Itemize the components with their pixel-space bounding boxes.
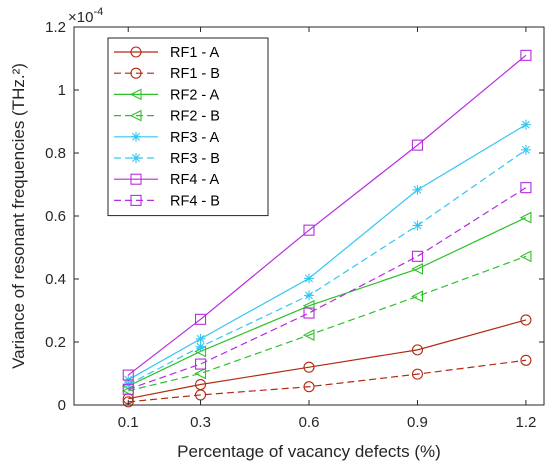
y-tick-label: 0.6 — [45, 208, 66, 225]
data-point-s6-5 — [520, 144, 531, 155]
data-point-s4-5 — [519, 250, 532, 263]
y-tick-label: 0.8 — [45, 145, 66, 162]
legend-swatch-marker — [130, 194, 142, 206]
x-tick-label: 0.3 — [190, 414, 211, 431]
legend-entry-label: RF1 - A — [170, 45, 219, 61]
legend-entry-label: RF1 - B — [170, 66, 220, 82]
legend-swatch-marker — [130, 46, 142, 58]
data-point-s7-4 — [411, 139, 424, 151]
data-point-s7-2 — [194, 313, 207, 325]
x-axis-label: Percentage of vacancy defects (%) — [177, 442, 441, 461]
data-point-s5-3 — [304, 273, 314, 284]
data-point-s4-4 — [411, 290, 424, 303]
legend-swatch-marker — [130, 67, 142, 79]
y-axis-label-text: Variance of resonant frequencies (THz.²) — [9, 63, 28, 369]
data-point-s1-3 — [303, 361, 315, 373]
y-exponent-label: ×10-4 — [68, 6, 103, 26]
x-tick-label: 0.9 — [407, 414, 428, 431]
y-tick-label: 0.4 — [45, 271, 66, 288]
y-tick-label: 0 — [58, 397, 66, 414]
legend-entry-label: RF2 - A — [170, 87, 219, 103]
y-tick-label: 1 — [58, 82, 66, 99]
data-point-s1-4 — [411, 344, 424, 356]
y-tick-label: 1.2 — [45, 19, 66, 36]
data-point-s6-3 — [304, 290, 314, 301]
x-tick-label: 1.2 — [515, 414, 536, 431]
series-line-7 — [127, 54, 527, 376]
legend-swatch-marker — [131, 153, 141, 163]
data-point-s2-2 — [194, 389, 207, 401]
data-point-s2-1 — [122, 396, 134, 408]
data-point-s3-5 — [519, 211, 532, 224]
data-point-s6-4 — [412, 220, 423, 231]
series-line-3 — [127, 217, 527, 387]
y-axis-label: Variance of resonant frequencies (THz.²) — [9, 63, 28, 369]
y-exponent-power: -4 — [93, 6, 103, 18]
legend-swatch-marker — [130, 173, 142, 185]
data-point-s8-1 — [122, 383, 134, 395]
data-point-s6-2 — [195, 341, 206, 352]
data-point-s5-5 — [520, 119, 531, 130]
legend-swatch-marker — [129, 109, 142, 122]
legend-box — [107, 37, 269, 217]
x-tick-label: 0.1 — [118, 414, 139, 431]
data-point-s8-3 — [303, 307, 315, 319]
x-tick-label: 0.6 — [299, 414, 320, 431]
legend-entry-label: RF3 - B — [170, 151, 220, 167]
y-tick-label: 0.2 — [45, 334, 66, 351]
series-line-2 — [128, 359, 526, 403]
data-point-s5-4 — [412, 184, 423, 195]
legend-swatch-marker — [131, 131, 141, 142]
legend-entry-label: RF4 - B — [170, 193, 220, 209]
data-point-s7-5 — [520, 49, 532, 61]
data-point-s3-4 — [411, 263, 424, 275]
legend-entry-label: RF3 - A — [170, 130, 219, 146]
data-point-s2-4 — [411, 368, 424, 380]
data-point-s4-2 — [194, 367, 207, 380]
data-point-s4-3 — [302, 329, 315, 341]
data-point-s8-5 — [520, 182, 532, 194]
data-point-s8-4 — [411, 250, 424, 262]
data-point-s2-5 — [520, 354, 532, 366]
legend-entry-label: RF4 - A — [170, 172, 219, 188]
series-line-4 — [128, 255, 527, 392]
data-point-s1-5 — [520, 314, 532, 326]
legend-entry-label: RF2 - B — [170, 109, 220, 125]
data-point-s7-1 — [122, 369, 134, 381]
y-exponent-base: ×10 — [68, 9, 93, 26]
data-point-s8-2 — [194, 358, 207, 370]
data-point-s2-3 — [303, 381, 315, 393]
legend-swatch-marker — [129, 88, 142, 101]
data-point-s7-3 — [303, 224, 315, 236]
series-line-1 — [128, 319, 527, 400]
